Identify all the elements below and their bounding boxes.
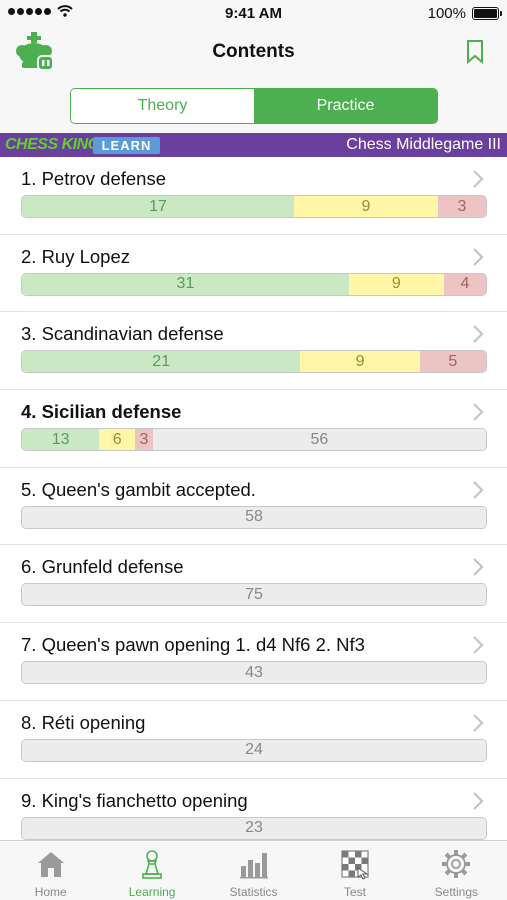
- progress-bar: 23: [21, 816, 487, 840]
- progress-segment-red: 3: [438, 196, 486, 217]
- item-title: 7. Queen's pawn opening 1. d4 Nf6 2. Nf3: [21, 634, 365, 656]
- chevron-right-icon: [473, 714, 484, 732]
- signal-indicator: [8, 5, 73, 17]
- battery-icon: [472, 7, 502, 20]
- progress-bar: 17 9 3: [21, 195, 487, 218]
- list-item[interactable]: 2. Ruy Lopez 31 9 4: [0, 235, 507, 313]
- chessboard-icon: [341, 850, 369, 880]
- pawn-icon: [142, 850, 162, 879]
- list-item[interactable]: 1. Petrov defense 17 9 3: [0, 157, 507, 235]
- page-title: Contents: [212, 41, 295, 62]
- item-title: 9. King's fianchetto opening: [21, 789, 248, 811]
- progress-segment-red: 5: [419, 351, 486, 373]
- list-item[interactable]: 9. King's fianchetto opening 23: [0, 779, 507, 841]
- progress-segment-green: 17: [22, 196, 294, 217]
- progress-bar: 31 9 4: [21, 272, 487, 296]
- list-item[interactable]: 8. Réti opening 24: [0, 701, 507, 779]
- contents-list: 1. Petrov defense 17 9 3 2. Ruy Lopez 31 9 4…: [0, 157, 507, 840]
- progress-segment-yellow: 9: [294, 196, 438, 217]
- learn-badge: LEARN: [93, 137, 160, 154]
- practice-tab[interactable]: Practice: [254, 89, 437, 123]
- progress-bar: 21 9 5: [21, 350, 487, 374]
- navigation-bar: Contents: [0, 28, 507, 78]
- chevron-right-icon: [473, 791, 484, 810]
- course-banner: CHESS KING LEARN Chess Middlegame III: [0, 133, 507, 157]
- tab-bar: Home Learning Statistics: [0, 840, 507, 900]
- progress-bar: 75: [21, 583, 487, 607]
- battery-percent: 100%: [427, 5, 466, 22]
- progress-segment-gray: 23: [22, 817, 486, 839]
- chevron-right-icon: [473, 403, 484, 421]
- status-time: 9:41 AM: [225, 5, 282, 22]
- item-title: 2. Ruy Lopez: [21, 245, 131, 267]
- list-item[interactable]: 3. Scandinavian defense 21 9 5: [0, 312, 507, 391]
- progress-segment-red: 3: [135, 429, 153, 451]
- chess-king-brand: CHESS KING: [5, 136, 100, 153]
- chess-king-logo-icon[interactable]: [14, 30, 54, 72]
- list-item[interactable]: 7. Queen's pawn opening 1. d4 Nf6 2. Nf3…: [0, 623, 507, 701]
- item-title: 6. Grunfeld defense: [21, 556, 184, 578]
- progress-segment-yellow: 6: [99, 429, 136, 451]
- item-title: 4. Sicilian defense: [21, 401, 182, 423]
- tab-settings[interactable]: Settings: [406, 841, 507, 900]
- signal-dots-icon: [8, 7, 51, 15]
- tab-statistics[interactable]: Statistics: [203, 841, 304, 900]
- wifi-icon: [57, 5, 73, 17]
- progress-segment-yellow: 9: [300, 351, 420, 373]
- progress-segment-gray: 58: [22, 506, 486, 528]
- chevron-right-icon: [473, 325, 484, 344]
- progress-segment-green: 13: [22, 429, 100, 451]
- progress-bar: 43: [21, 661, 487, 685]
- progress-segment-gray: 56: [152, 429, 486, 451]
- status-bar: 9:41 AM 100%: [0, 0, 507, 28]
- home-icon: [37, 852, 64, 877]
- gear-icon: [442, 850, 471, 878]
- progress-segment-gray: 24: [22, 739, 486, 761]
- progress-segment-yellow: 9: [348, 273, 444, 295]
- theory-practice-segmented-control: Theory Practice: [70, 88, 438, 124]
- chevron-right-icon: [473, 636, 484, 654]
- chevron-right-icon: [473, 247, 484, 266]
- tab-label: Learning: [128, 885, 176, 899]
- tab-label: Test: [343, 885, 366, 899]
- segment-container: Theory Practice: [0, 78, 507, 133]
- progress-bar: 24: [21, 738, 487, 762]
- list-item[interactable]: 6. Grunfeld defense 75: [0, 545, 507, 624]
- bookmark-icon[interactable]: [465, 39, 485, 65]
- chevron-right-icon: [473, 558, 484, 577]
- theory-tab[interactable]: Theory: [71, 89, 254, 123]
- progress-segment-green: 21: [22, 351, 301, 373]
- chevron-right-icon: [473, 170, 484, 188]
- tab-label: Home: [34, 885, 67, 899]
- progress-bar: 13 6 3 56: [21, 428, 487, 452]
- progress-segment-gray: 43: [22, 662, 486, 684]
- list-item[interactable]: 4. Sicilian defense 13 6 3 56: [0, 390, 507, 468]
- progress-segment-green: 31: [22, 273, 349, 295]
- tab-label: Statistics: [229, 885, 278, 899]
- tab-test[interactable]: Test: [304, 841, 405, 900]
- list-item[interactable]: 5. Queen's gambit accepted. 58: [0, 468, 507, 546]
- item-title: 8. Réti opening: [21, 711, 146, 733]
- course-title: Chess Middlegame III: [346, 136, 501, 153]
- progress-segment-red: 4: [443, 273, 486, 295]
- chevron-right-icon: [473, 480, 484, 499]
- item-title: 1. Petrov defense: [21, 168, 167, 189]
- item-title: 3. Scandinavian defense: [21, 323, 224, 345]
- tab-label: Settings: [434, 885, 478, 899]
- progress-bar: 58: [21, 505, 487, 529]
- tab-learning[interactable]: Learning: [101, 841, 202, 900]
- bar-chart-icon: [239, 853, 268, 879]
- item-title: 5. Queen's gambit accepted.: [21, 478, 256, 500]
- progress-segment-gray: 75: [22, 584, 486, 606]
- tab-home[interactable]: Home: [0, 841, 101, 900]
